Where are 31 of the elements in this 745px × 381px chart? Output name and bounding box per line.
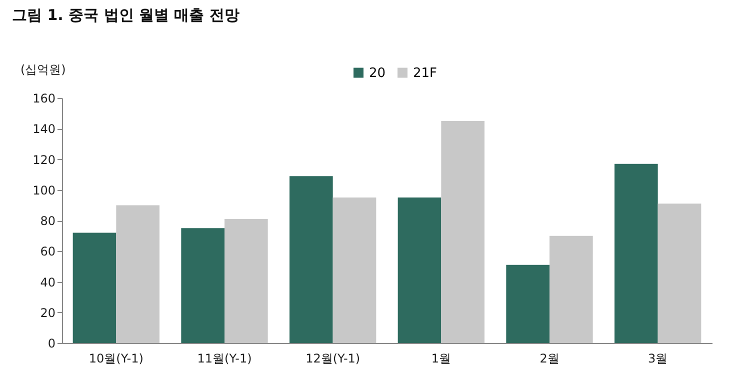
bar (658, 204, 702, 343)
bar (116, 205, 160, 343)
legend-label: 20 (369, 66, 386, 81)
x-tick-label: 2월 (540, 352, 560, 366)
bar (224, 218, 268, 343)
x-tick-label: 10월(Y-1) (88, 352, 144, 366)
x-tick-label: 11월(Y-1) (197, 352, 252, 366)
bar (441, 120, 484, 343)
y-tick-label: 160 (32, 92, 56, 106)
chart-title: 그림 1. 중국 법인 월별 매출 전망 (12, 6, 240, 24)
y-tick-label: 120 (32, 152, 56, 167)
bar (72, 232, 116, 343)
y-tick-label: 140 (32, 122, 56, 136)
bar (506, 264, 550, 343)
y-axis-title: (십억원) (20, 62, 66, 76)
x-tick-label: 1월 (431, 352, 451, 366)
y-tick-label: 100 (32, 183, 56, 198)
y-tick-label: 20 (40, 306, 56, 320)
y-tick-label: 40 (40, 275, 56, 290)
bar (398, 198, 442, 343)
bar (290, 176, 333, 343)
legend-label: 21F (413, 66, 438, 81)
x-tick-label: 12월(Y-1) (306, 352, 360, 366)
bar (332, 198, 376, 343)
bar (550, 236, 593, 343)
bar (181, 228, 224, 343)
bar (614, 164, 658, 343)
y-tick-label: 80 (40, 214, 56, 228)
y-tick-label: 60 (40, 244, 56, 259)
x-tick-label: 3월 (648, 352, 668, 366)
y-tick-label: 0 (48, 336, 56, 350)
